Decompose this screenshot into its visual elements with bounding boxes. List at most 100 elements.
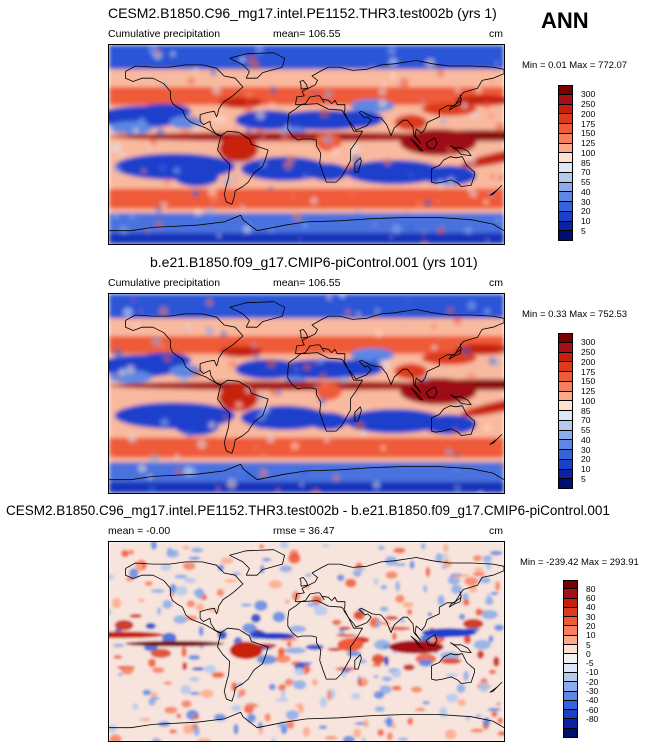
colorbar-tick-label: 175 [581,366,596,377]
colorbar-tick-label: -10 [586,667,599,678]
colorbar-box [563,598,578,608]
colorbar-box [558,172,573,183]
coastlines [109,52,504,232]
colorbar-tick-label: -30 [586,686,599,697]
colorbar-tick-label: 150 [581,128,596,139]
colorbar-tick-label: 30 [581,196,591,207]
panel2-minmax: Min = 0.33 Max = 752.53 [522,309,628,320]
panel2-map-svg [109,294,504,493]
colorbar-box [558,231,573,241]
panel3-title: CESM2.B1850.C96_mg17.intel.PE1152.THR3.t… [6,503,610,518]
colorbar-tick-label: 30 [581,444,591,455]
colorbar-tick-label: -60 [586,704,599,715]
colorbar-tick-label: 70 [581,167,591,178]
colorbar-tick-label: 85 [581,405,591,416]
colorbar-tick-label: 70 [581,415,591,426]
panel1-title: CESM2.B1850.C96_mg17.intel.PE1152.THR3.t… [108,5,497,21]
colorbar-tick-label: 60 [586,593,596,604]
colorbar-box [563,654,578,664]
season-label: ANN [541,8,589,33]
colorbar-box [558,401,573,411]
colorbar-tick-label: 55 [581,177,591,187]
colorbar-box [558,352,573,363]
colorbar-box [558,333,573,343]
colorbar-tick-label: -5 [586,658,594,669]
panel2-units-label: cm [489,277,503,289]
panel2-mean-label: mean= 106.55 [273,277,341,289]
colorbar-tick-label: 250 [581,347,596,357]
colorbar-box [563,691,578,701]
colorbar-box [563,635,578,646]
colorbar-tick-label: 5 [581,473,586,484]
panel1-minmax: Min = 0.01 Max = 772.07 [522,60,628,71]
colorbar-box [558,221,573,232]
colorbar-tick-label: -40 [586,695,599,706]
colorbar-box [558,114,573,124]
panel2-map [108,293,505,494]
colorbar-box [558,440,573,450]
colorbar-box [558,459,573,470]
colorbar-box [563,672,578,683]
colorbar-box [563,663,578,673]
panel2-left-label: Cumulative precipitation [108,277,221,289]
colorbar-box [558,372,573,382]
colorbar-tick-label: 5 [586,639,591,650]
coastlines [109,301,504,481]
colorbar-box [558,85,573,95]
colorbar-box [558,94,573,105]
panel3-map-svg [109,542,504,741]
colorbar-box [563,728,578,738]
colorbar-box [558,420,573,431]
panel3-minmax: Min = -239.42 Max = 293.91 [520,557,639,568]
colorbar-tick-label: 125 [581,386,596,396]
colorbar-tick-label: 200 [581,356,596,367]
colorbar-box [558,163,573,173]
panel1-map-svg [109,45,504,244]
colorbar-tick-label: 80 [586,583,596,594]
colorbar-box [558,342,573,353]
colorbar-tick-label: 20 [581,454,591,465]
colorbar-tick-label: 100 [581,395,596,406]
colorbar-box [563,626,578,636]
colorbar-box [563,607,578,618]
colorbar-box [563,580,578,590]
colorbar-box [563,700,578,711]
colorbar-box [558,182,573,193]
colorbar-tick-label: 20 [581,206,591,217]
colorbar-box [558,391,573,402]
colorbar-box [558,192,573,202]
colorbar-tick-label: 250 [581,99,596,109]
colorbar-tick-label: 0 [586,648,591,659]
colorbar-box [558,430,573,441]
colorbar-tick-label: 10 [586,630,596,641]
panel3-rmse-label: rmse = 36.47 [273,525,335,537]
colorbar-tick-label: 200 [581,108,596,119]
colorbar-tick-label: 300 [581,89,596,100]
panel3-units-label: cm [489,525,503,537]
colorbar-box [558,153,573,163]
colorbar-box [563,682,578,692]
colorbar-tick-label: -20 [586,676,599,687]
colorbar-box [558,469,573,480]
panel3-colorbar: 80 60 40 30 20 10 5 0 -5 -10 -20 -30 -40 -60 -80 [563,580,623,738]
colorbar-box [558,211,573,222]
colorbar-box [563,617,578,627]
colorbar-tick-label: 10 [581,464,591,474]
colorbar-box [558,450,573,460]
panel3-mean-label: mean = -0.00 [108,525,171,537]
colorbar-box [558,202,573,212]
panel2-colorbar: 300 250 200 175 150 125 100 85 70 55 40 30 20 10 5 [558,333,618,489]
panel3-map [108,541,505,742]
colorbar-box [563,589,578,599]
colorbar-tick-label: -80 [586,713,599,724]
panel1-map [108,44,505,245]
colorbar-box [563,719,578,729]
colorbar-box [558,381,573,392]
colorbar-tick-label: 300 [581,337,596,348]
panel2-title: b.e21.B1850.f09_g17.CMIP6-piControl.001 … [150,254,478,270]
colorbar-box [558,479,573,489]
panel1-mean-label: mean= 106.55 [273,28,341,40]
colorbar-box [558,124,573,134]
colorbar-box [558,143,573,154]
colorbar-tick-label: 40 [581,186,591,197]
